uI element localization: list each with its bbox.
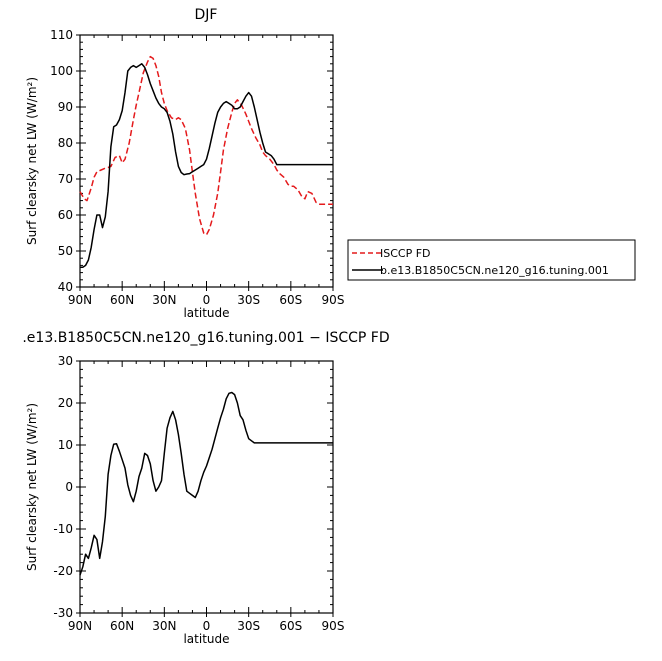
y-tick-label: 30: [58, 354, 73, 368]
y-tick-label: 80: [58, 136, 73, 150]
top-panel-title: DJF: [195, 7, 218, 23]
bottom-panel: 90N 60N 30N 0 30S 60S 90S latitude -30 -20 -10 0 10 2…: [25, 354, 344, 646]
x-tick-label: 0: [203, 293, 211, 307]
x-tick-label: 90S: [322, 619, 345, 633]
y-tick-label: 20: [58, 396, 73, 410]
top-panel: 90N 60N 30N 0 30S 60S 90S latitude 40 50 60 70 80 90 1…: [25, 28, 344, 320]
x-tick-label: 60S: [279, 293, 302, 307]
legend-box: [347, 239, 636, 281]
y-tick-label: 110: [50, 28, 73, 42]
y-tick-label: 40: [58, 280, 73, 294]
series-line-isccp-fd: [79, 55, 333, 236]
series-line-difference: [79, 391, 333, 576]
y-axis-label: Surf clearsky net LW (W/m²): [25, 77, 39, 245]
x-tick-label: 90S: [322, 293, 345, 307]
y-tick-label: 90: [58, 100, 73, 114]
y-tick-label: 50: [58, 244, 73, 258]
x-tick-label: 30S: [237, 619, 260, 633]
plot-frame: [79, 360, 334, 614]
y-tick-label: -10: [53, 522, 73, 536]
x-axis-label: latitude: [183, 306, 229, 320]
x-tick-label: 0: [203, 619, 211, 633]
y-axis-label: Surf clearsky net LW (W/m²): [25, 403, 39, 571]
x-tick-label: 60N: [110, 293, 134, 307]
x-tick-label: 60S: [279, 619, 302, 633]
series-line-b-e13-b1850c5cn-ne120-g16-tuning-001: [80, 63, 333, 268]
x-tick-label: 30S: [237, 293, 260, 307]
legend-label-isccp: ISCCP FD: [380, 247, 431, 260]
legend-label-model: b.e13.B1850C5CN.ne120_g16.tuning.001: [380, 264, 609, 277]
x-tick-label: 90N: [68, 293, 92, 307]
x-tick-label: 60N: [110, 619, 134, 633]
legend: ISCCP FD b.e13.B1850C5CN.ne120_g16.tunin…: [347, 239, 636, 281]
y-tick-label: -30: [53, 606, 73, 620]
x-axis-label: latitude: [183, 632, 229, 646]
y-tick-label: 0: [65, 480, 73, 494]
x-tick-label: 30N: [152, 619, 176, 633]
y-tick-label: 100: [50, 64, 73, 78]
y-tick-label: 10: [58, 438, 73, 452]
y-tick-label: 70: [58, 172, 73, 186]
plot-frame: [79, 34, 334, 288]
x-tick-label: 90N: [68, 619, 92, 633]
x-tick-label: 30N: [152, 293, 176, 307]
bottom-panel-title: .e13.B1850C5CN.ne120_g16.tuning.001 − IS…: [22, 330, 389, 346]
y-tick-label: 60: [58, 208, 73, 222]
y-tick-label: -20: [53, 564, 73, 578]
